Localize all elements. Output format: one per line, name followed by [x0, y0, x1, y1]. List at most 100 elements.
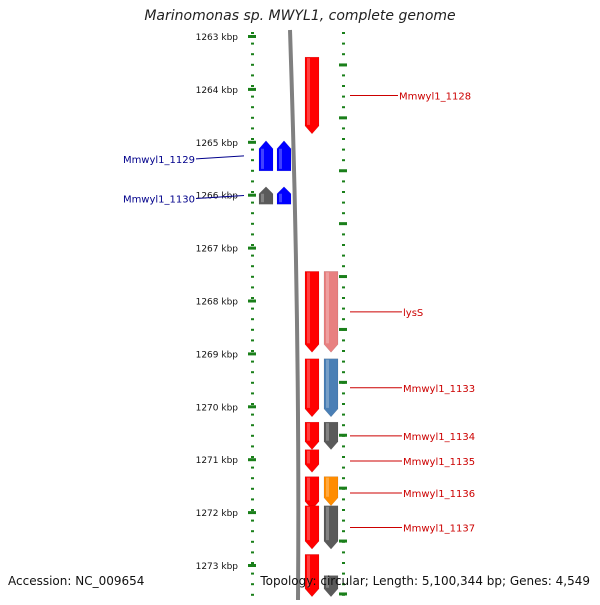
right-minor-tick	[342, 562, 345, 564]
gene-label-f1130a: Mmwyl1_1130	[123, 194, 195, 205]
gene-feature-highlight	[279, 193, 282, 203]
right-minor-tick	[342, 191, 345, 193]
gene-label-f1128: Mmwyl1_1128	[399, 92, 471, 103]
right-minor-tick	[342, 138, 345, 140]
right-minor-tick	[342, 307, 345, 310]
gene-feature-highlight	[307, 450, 310, 464]
gene-label-f1135: Mmwyl1_1135	[403, 457, 475, 468]
tick-label: 1263 kbp	[196, 33, 239, 43]
gene-feature-highlight	[307, 58, 310, 125]
left-minor-tick	[251, 350, 254, 352]
gene-feature-f1129a	[258, 140, 274, 172]
right-minor-tick	[342, 53, 345, 56]
right-minor-tick	[342, 456, 345, 458]
gene-feature-f1136	[304, 476, 320, 510]
tick-label: 1271 kbp	[196, 456, 239, 466]
right-minor-tick	[342, 477, 345, 480]
gene-label-f1136: Mmwyl1_1136	[403, 489, 475, 500]
left-minor-tick	[251, 593, 254, 596]
gene-feature-f1137b	[323, 505, 339, 550]
right-minor-tick	[342, 424, 345, 427]
gene-feature-highlight	[279, 148, 282, 169]
left-minor-tick	[251, 371, 254, 374]
gene-feature-highlight	[307, 506, 310, 541]
left-minor-tick	[251, 392, 254, 395]
accession-label: Accession: NC_009654	[8, 574, 145, 588]
right-minor-tick	[342, 371, 345, 374]
gene-label-f1133: Mmwyl1_1133	[403, 384, 475, 395]
left-minor-tick	[251, 212, 254, 215]
gene-label-flysS: lysS	[403, 308, 423, 319]
left-minor-tick	[251, 562, 254, 564]
right-minor-tick	[342, 572, 345, 575]
left-minor-tick	[251, 509, 254, 511]
right-minor-tick	[342, 201, 345, 204]
right-major-tick	[339, 592, 347, 596]
left-minor-tick	[251, 222, 254, 225]
gene-feature-highlight	[261, 193, 264, 203]
gene-feature-highlight	[307, 423, 310, 441]
right-minor-tick	[342, 148, 345, 151]
right-minor-tick	[342, 286, 345, 289]
left-minor-tick	[251, 413, 254, 416]
right-minor-tick	[342, 509, 345, 511]
left-major-tick	[248, 564, 256, 567]
right-major-tick	[339, 116, 347, 120]
left-major-tick	[248, 299, 256, 303]
tick-label: 1268 kbp	[196, 298, 239, 308]
right-minor-tick	[342, 265, 345, 268]
right-minor-tick	[342, 95, 345, 98]
left-major-tick	[248, 246, 256, 250]
left-minor-tick	[251, 127, 254, 130]
left-minor-tick	[251, 180, 254, 183]
right-major-tick	[339, 327, 347, 331]
gene-feature-highlight	[261, 148, 264, 169]
tick-label: 1269 kbp	[196, 350, 239, 360]
right-minor-tick	[342, 297, 345, 299]
right-minor-tick	[342, 42, 345, 45]
right-minor-tick	[342, 32, 345, 34]
right-minor-tick	[342, 85, 345, 87]
left-minor-tick	[251, 265, 254, 268]
left-minor-tick	[251, 74, 254, 77]
gene-feature-f1129b	[276, 140, 292, 172]
left-minor-tick	[251, 85, 254, 87]
left-minor-tick	[251, 32, 254, 34]
right-major-tick	[339, 169, 347, 173]
right-major-tick	[339, 275, 347, 279]
left-minor-tick	[251, 551, 254, 554]
right-major-tick	[339, 539, 347, 543]
right-major-tick	[339, 380, 347, 384]
gene-label-leader	[195, 194, 245, 199]
gene-feature-f1134b	[323, 421, 339, 451]
right-minor-tick	[342, 350, 345, 352]
gene-feature-f1137	[304, 505, 320, 550]
left-minor-tick	[251, 63, 254, 66]
gene-label-leader	[195, 155, 245, 160]
gene-feature-highlight	[326, 506, 329, 541]
genome-title: Marinomonas sp. MWYL1, complete genome	[144, 8, 456, 24]
left-major-tick	[248, 352, 256, 356]
tick-label: 1273 kbp	[196, 562, 239, 572]
right-minor-tick	[342, 403, 345, 405]
left-major-tick	[248, 140, 256, 144]
gene-feature-f1136b	[323, 476, 339, 507]
left-minor-tick	[251, 244, 254, 246]
left-minor-tick	[251, 254, 254, 257]
right-minor-tick	[342, 530, 345, 533]
right-minor-tick	[342, 318, 345, 321]
right-minor-tick	[342, 233, 345, 236]
left-minor-tick	[251, 466, 254, 469]
tick-label: 1270 kbp	[196, 403, 239, 413]
left-minor-tick	[251, 445, 254, 448]
left-major-tick	[248, 87, 256, 91]
tick-label: 1265 kbp	[196, 139, 239, 149]
genome-backbone	[288, 29, 301, 601]
left-minor-tick	[251, 191, 254, 193]
gene-label-f1129a: Mmwyl1_1129	[123, 155, 195, 166]
gene-feature-highlight	[307, 555, 310, 588]
left-minor-tick	[251, 138, 254, 140]
right-major-tick	[339, 63, 347, 67]
left-minor-tick	[251, 42, 254, 45]
